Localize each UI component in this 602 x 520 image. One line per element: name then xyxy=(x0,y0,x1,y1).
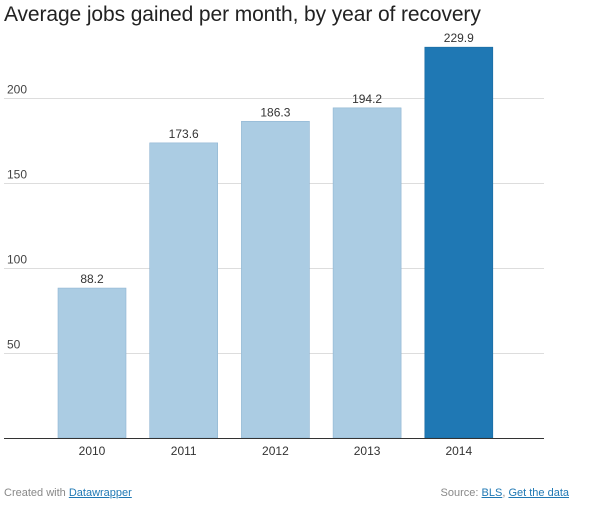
get-the-data-link[interactable]: Get the data xyxy=(508,487,569,499)
bar-2011 xyxy=(149,142,218,439)
footer-created-text: Created with xyxy=(4,487,66,499)
x-tick-label-2011: 2011 xyxy=(171,444,197,458)
source-bls-link[interactable]: BLS xyxy=(481,487,503,499)
value-label-2014: 229.9 xyxy=(444,31,474,45)
datawrapper-link[interactable]: Datawrapper xyxy=(68,487,132,499)
bar-2014 xyxy=(424,46,494,439)
y-tick-label-50: 50 xyxy=(7,338,21,352)
value-label-2010: 88.2 xyxy=(80,272,104,286)
bar-2010 xyxy=(57,287,127,439)
value-label-2011: 173.6 xyxy=(169,127,199,141)
x-tick-label-2014: 2014 xyxy=(445,444,472,458)
value-label-2012: 186.3 xyxy=(260,105,290,119)
x-tick-label-2012: 2012 xyxy=(262,444,289,458)
x-tick-label-2010: 2010 xyxy=(79,444,106,458)
chart-title: Average jobs gained per month, by year o… xyxy=(4,3,481,26)
footer-source-text: Source: xyxy=(440,487,479,499)
bar-2013 xyxy=(332,107,402,439)
x-tick-label-2013: 2013 xyxy=(354,444,381,458)
bars xyxy=(57,46,494,439)
footer-credit: Created with Datawrapper xyxy=(4,487,132,499)
y-tick-label-100: 100 xyxy=(7,253,27,267)
value-labels: 88.2 173.6 186.3 194.2 229.9 xyxy=(80,31,474,286)
footer-source: Source: BLS, Get the data xyxy=(441,487,569,499)
y-tick-label-150: 150 xyxy=(7,168,27,182)
bar-2012 xyxy=(241,120,310,439)
footer-separator: , xyxy=(502,487,506,499)
y-tick-label-200: 200 xyxy=(7,83,27,97)
value-label-2013: 194.2 xyxy=(352,92,382,106)
x-tick-labels: 2010 2011 2012 2013 2014 xyxy=(79,444,473,458)
